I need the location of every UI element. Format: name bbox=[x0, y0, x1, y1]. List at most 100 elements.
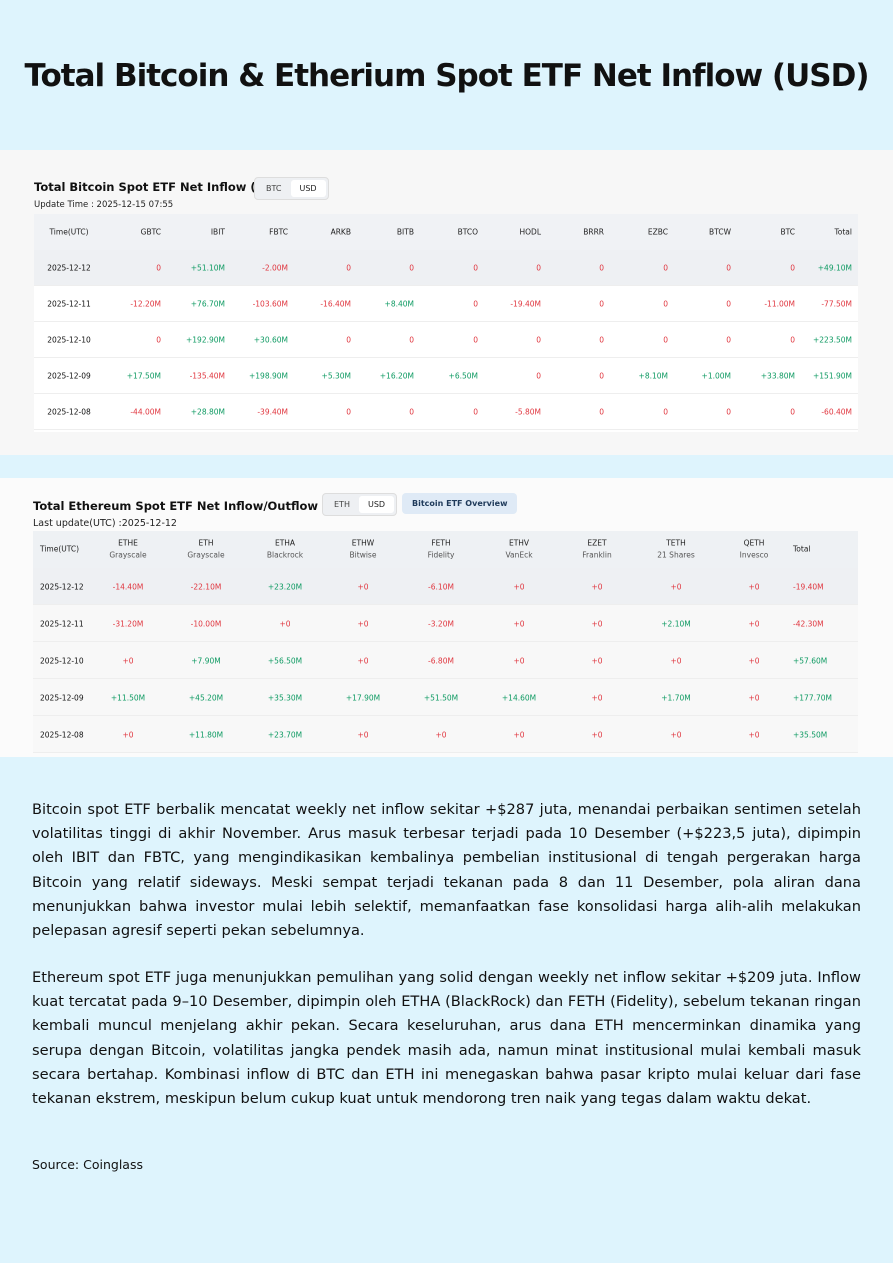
value: +14.60M bbox=[501, 693, 537, 702]
row bbox=[33, 642, 858, 679]
date: 2025-12-09 bbox=[40, 693, 84, 702]
date: 2025-12-10 bbox=[40, 656, 84, 665]
value: -39.40M bbox=[257, 407, 288, 417]
value: +151.90M bbox=[813, 371, 852, 381]
tab[interactable]: BTC bbox=[266, 184, 282, 193]
tab[interactable]: USD bbox=[290, 180, 326, 197]
column-header: BRRR bbox=[583, 227, 604, 237]
value: -6.80M bbox=[428, 656, 454, 665]
value: -2.00M bbox=[262, 263, 288, 273]
column-header: IBIT bbox=[210, 227, 225, 237]
row bbox=[34, 394, 858, 430]
value: +0 bbox=[357, 730, 369, 739]
value: 0 bbox=[663, 335, 668, 345]
value: 0 bbox=[536, 371, 541, 381]
value: +0 bbox=[513, 619, 525, 628]
value: +0 bbox=[591, 730, 603, 739]
value: +2.10M bbox=[661, 619, 691, 628]
tab[interactable]: ETH bbox=[334, 500, 350, 509]
value: 0 bbox=[473, 299, 478, 309]
column-header: GBTC bbox=[140, 227, 161, 237]
value: +11.50M bbox=[110, 693, 146, 702]
value: +0 bbox=[591, 582, 603, 591]
column-header: TETH bbox=[666, 538, 686, 548]
date: 2025-12-08 bbox=[40, 730, 84, 739]
value: +45.20M bbox=[188, 693, 224, 702]
column-header: ETHA bbox=[274, 538, 296, 548]
column-header: Time(UTC) bbox=[49, 227, 89, 237]
column-header: ARKB bbox=[330, 227, 351, 237]
value: +0 bbox=[670, 730, 682, 739]
btc-tabs: BTC USD bbox=[254, 177, 329, 200]
column-header: HODL bbox=[519, 227, 542, 237]
value: -44.00M bbox=[130, 407, 161, 417]
row bbox=[34, 322, 858, 358]
value: +6.50M bbox=[448, 371, 478, 381]
value: +28.80M bbox=[190, 407, 225, 417]
value: +51.50M bbox=[423, 693, 459, 702]
column-issuer: Invesco bbox=[739, 550, 769, 560]
value: -11.00M bbox=[764, 299, 795, 309]
row bbox=[34, 358, 858, 394]
tab[interactable]: USD bbox=[358, 496, 395, 513]
row bbox=[34, 250, 858, 286]
eth-table: Time(UTC) ETHE Grayscale ETH Grayscale ETHA Bl… bbox=[33, 531, 858, 753]
value: +0 bbox=[591, 656, 603, 665]
btc-table: Time(UTC) GBTC IBIT FBTC ARKB BITB BTCO HODL BRR… bbox=[34, 214, 858, 432]
value: 0 bbox=[663, 263, 668, 273]
value: +51.10M bbox=[190, 263, 225, 273]
value: +0 bbox=[748, 693, 760, 702]
column-header: BTC bbox=[780, 227, 795, 237]
value: +0 bbox=[748, 582, 760, 591]
column-issuer: Fidelity bbox=[427, 550, 455, 560]
value: +0 bbox=[122, 730, 134, 739]
date: 2025-12-12 bbox=[47, 263, 91, 273]
value: +16.20M bbox=[379, 371, 414, 381]
value: -12.20M bbox=[130, 299, 161, 309]
column-header: ETHE bbox=[118, 538, 138, 548]
value: +76.70M bbox=[190, 299, 225, 309]
row bbox=[33, 716, 858, 753]
value: +0 bbox=[357, 619, 369, 628]
value: +23.70M bbox=[267, 730, 303, 739]
value: +0 bbox=[513, 582, 525, 591]
value: 0 bbox=[599, 407, 604, 417]
value: -5.80M bbox=[515, 407, 541, 417]
value: +1.00M bbox=[701, 371, 731, 381]
column-header: ETHW bbox=[351, 538, 375, 548]
value: 0 bbox=[473, 407, 478, 417]
value: +30.60M bbox=[253, 335, 288, 345]
value: 0 bbox=[409, 407, 414, 417]
column-issuer: 21 Shares bbox=[657, 550, 695, 560]
row bbox=[34, 286, 858, 322]
value: -10.00M bbox=[190, 619, 222, 628]
column-issuer: VanEck bbox=[505, 550, 533, 560]
value: +23.20M bbox=[267, 582, 303, 591]
column-header: BTCW bbox=[709, 227, 731, 237]
value: 0 bbox=[726, 407, 731, 417]
value: +7.90M bbox=[191, 656, 221, 665]
row bbox=[33, 605, 858, 642]
eth-panel: Total Ethereum Spot ETF Net Inflow/Outfl… bbox=[0, 478, 893, 757]
paragraph: Bitcoin spot ETF berbalik mencatat weekl… bbox=[32, 801, 861, 940]
value: +0 bbox=[748, 730, 760, 739]
value: +0 bbox=[279, 619, 291, 628]
value: +5.30M bbox=[321, 371, 351, 381]
source: Source: Coinglass bbox=[32, 1157, 143, 1172]
value: 0 bbox=[536, 335, 541, 345]
value: -19.40M bbox=[510, 299, 541, 309]
value: +0 bbox=[357, 582, 369, 591]
value: 0 bbox=[346, 335, 351, 345]
column-header: EZBC bbox=[647, 227, 668, 237]
value: -135.40M bbox=[189, 371, 225, 381]
value: -19.40M bbox=[793, 582, 824, 591]
value: -103.60M bbox=[252, 299, 288, 309]
column-header: BTCO bbox=[457, 227, 478, 237]
value: +17.90M bbox=[345, 693, 381, 702]
value: +192.90M bbox=[186, 335, 225, 345]
value: +223.50M bbox=[813, 335, 852, 345]
overview-button[interactable]: Bitcoin ETF Overview bbox=[402, 493, 518, 514]
value: +0 bbox=[357, 656, 369, 665]
value: +198.90M bbox=[249, 371, 288, 381]
